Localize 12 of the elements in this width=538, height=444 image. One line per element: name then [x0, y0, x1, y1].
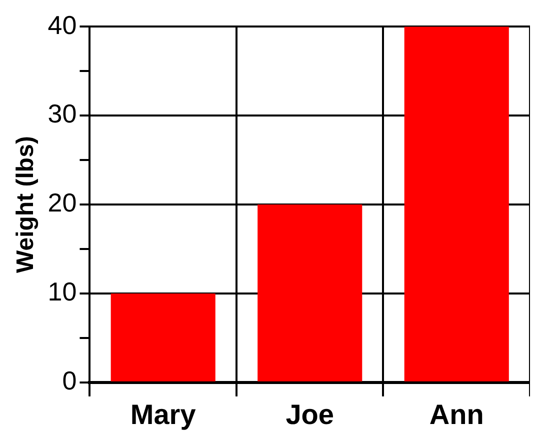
x-tick-label: Mary — [130, 398, 196, 430]
y-tick-label: 40 — [48, 10, 77, 40]
y-tick-label: 20 — [48, 188, 77, 218]
x-tick-label: Ann — [429, 398, 484, 430]
bar — [110, 293, 216, 382]
y-tick-label: 0 — [62, 366, 77, 396]
x-tick-label: Joe — [286, 398, 334, 430]
y-tick-label: 30 — [48, 98, 77, 129]
bar — [258, 204, 362, 382]
y-axis-title: Weight (lbs) — [12, 136, 40, 273]
bar — [404, 26, 509, 382]
y-tick-label: 10 — [48, 276, 77, 307]
